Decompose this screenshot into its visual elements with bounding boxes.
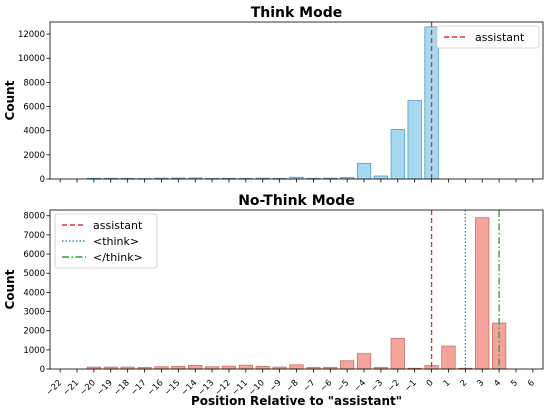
x-tick-label: 1 <box>442 378 453 389</box>
x-tick-label: 2 <box>459 378 470 389</box>
x-tick-label: −4 <box>352 378 368 394</box>
x-tick-label: −17 <box>129 378 149 398</box>
bar--4 <box>356 353 372 370</box>
legend-label: <think> <box>93 235 139 248</box>
x-tick-label: 3 <box>475 378 486 389</box>
bar--3 <box>373 175 389 180</box>
y-tick-label: 8000 <box>23 212 45 222</box>
x-tick-label: −6 <box>318 378 334 394</box>
x-tick-label: −1 <box>403 378 419 394</box>
x-axis-label: Position Relative to "assistant" <box>191 394 402 408</box>
y-tick-label: 5000 <box>23 269 45 279</box>
subplot-no-think: 010002000300040005000600070008000−22−21−… <box>3 193 544 408</box>
y-tick-label: 2000 <box>23 151 45 161</box>
y-tick-label: 4000 <box>23 288 45 298</box>
x-tick-label: 4 <box>492 378 503 389</box>
x-tick-label: −16 <box>146 378 166 398</box>
bar--2 <box>390 129 405 180</box>
x-tick-label: 6 <box>526 378 537 389</box>
x-tick-label: −18 <box>112 378 132 398</box>
bar--4 <box>356 162 372 180</box>
y-tick-label: 2000 <box>23 327 45 337</box>
bar--14 <box>188 365 203 370</box>
x-tick-label: −3 <box>369 378 385 394</box>
x-tick-label: 5 <box>509 378 520 389</box>
legend-box <box>436 25 540 49</box>
x-tick-label: −9 <box>268 378 284 394</box>
y-tick-label: 6000 <box>23 250 45 260</box>
y-tick-label: 1000 <box>23 346 45 356</box>
legend-label: </think> <box>93 251 143 264</box>
x-tick-label: −21 <box>61 378 81 398</box>
legend-label: assistant <box>475 31 525 44</box>
y-axis-label: Count <box>3 269 17 309</box>
bar--8 <box>289 364 304 370</box>
y-tick-label: 6000 <box>23 103 45 113</box>
x-tick-label: 0 <box>425 378 436 389</box>
x-tick-label: −7 <box>302 378 318 394</box>
bar-1 <box>441 345 456 370</box>
x-tick-label: −5 <box>335 378 351 394</box>
y-tick-label: 4000 <box>23 127 45 137</box>
bar--1 <box>407 100 422 180</box>
bar--10 <box>255 365 270 370</box>
x-tick-label: −22 <box>44 378 64 398</box>
legend-label: assistant <box>93 219 143 232</box>
bar--15 <box>171 365 186 370</box>
y-axis-label: Count <box>3 80 17 120</box>
y-tick-label: 8000 <box>23 78 45 88</box>
chart-title: Think Mode <box>251 5 343 21</box>
y-tick-label: 0 <box>40 175 45 185</box>
bar--11 <box>238 364 253 370</box>
bar--5 <box>340 360 355 370</box>
legend: assistant <think> </think> <box>54 213 158 269</box>
legend: assistant <box>436 25 540 49</box>
bar--12 <box>221 365 237 370</box>
chart-title: No-Think Mode <box>238 193 355 209</box>
subplot-think: 0 2000 4000 6000 8000 10000 12000 Think Mode Cou… <box>3 5 544 185</box>
bar-3 <box>475 217 490 370</box>
x-tick-label: −19 <box>95 378 115 398</box>
y-tick-label: 10000 <box>18 54 45 64</box>
y-tick-label: 0 <box>40 365 45 375</box>
y-tick-label: 7000 <box>23 231 45 241</box>
bar--2 <box>390 338 405 370</box>
y-tick-label: 3000 <box>23 308 45 318</box>
x-tick-label: −15 <box>163 378 183 398</box>
x-tick-label: −20 <box>78 378 98 398</box>
legend-box <box>54 213 158 269</box>
y-tick-label: 12000 <box>18 30 45 40</box>
x-tick-label: −8 <box>285 378 301 394</box>
x-tick-label: −2 <box>386 378 402 394</box>
